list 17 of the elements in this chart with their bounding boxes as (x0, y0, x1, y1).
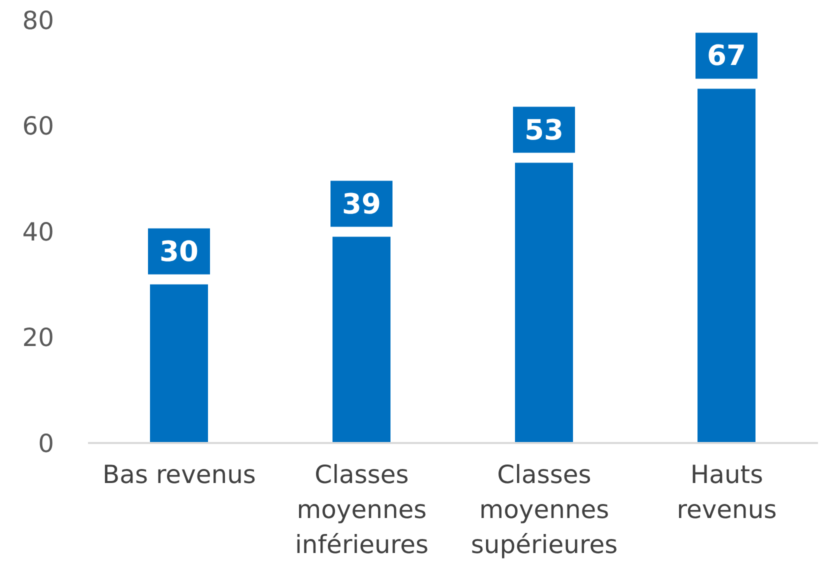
data-label: 53 (524, 113, 564, 146)
x-tick-label: Hauts revenus (676, 460, 777, 524)
data-label: 67 (707, 39, 746, 72)
bar (698, 88, 756, 443)
y-tick-label: 80 (22, 6, 54, 35)
y-tick-label: 40 (22, 217, 54, 246)
y-tick-label: 0 (38, 428, 54, 458)
bar (515, 162, 573, 443)
x-tick-label: Bas revenus (102, 460, 256, 489)
bar (150, 284, 208, 443)
data-label: 30 (160, 234, 198, 268)
y-tick-label: 60 (22, 112, 54, 141)
x-tick-label: Classes moyennes inférieures (294, 460, 429, 559)
data-label: 39 (342, 187, 381, 220)
bar (332, 236, 390, 443)
y-tick-label: 20 (22, 323, 54, 352)
x-tick-label: Classes moyennes supérieures (470, 460, 618, 559)
